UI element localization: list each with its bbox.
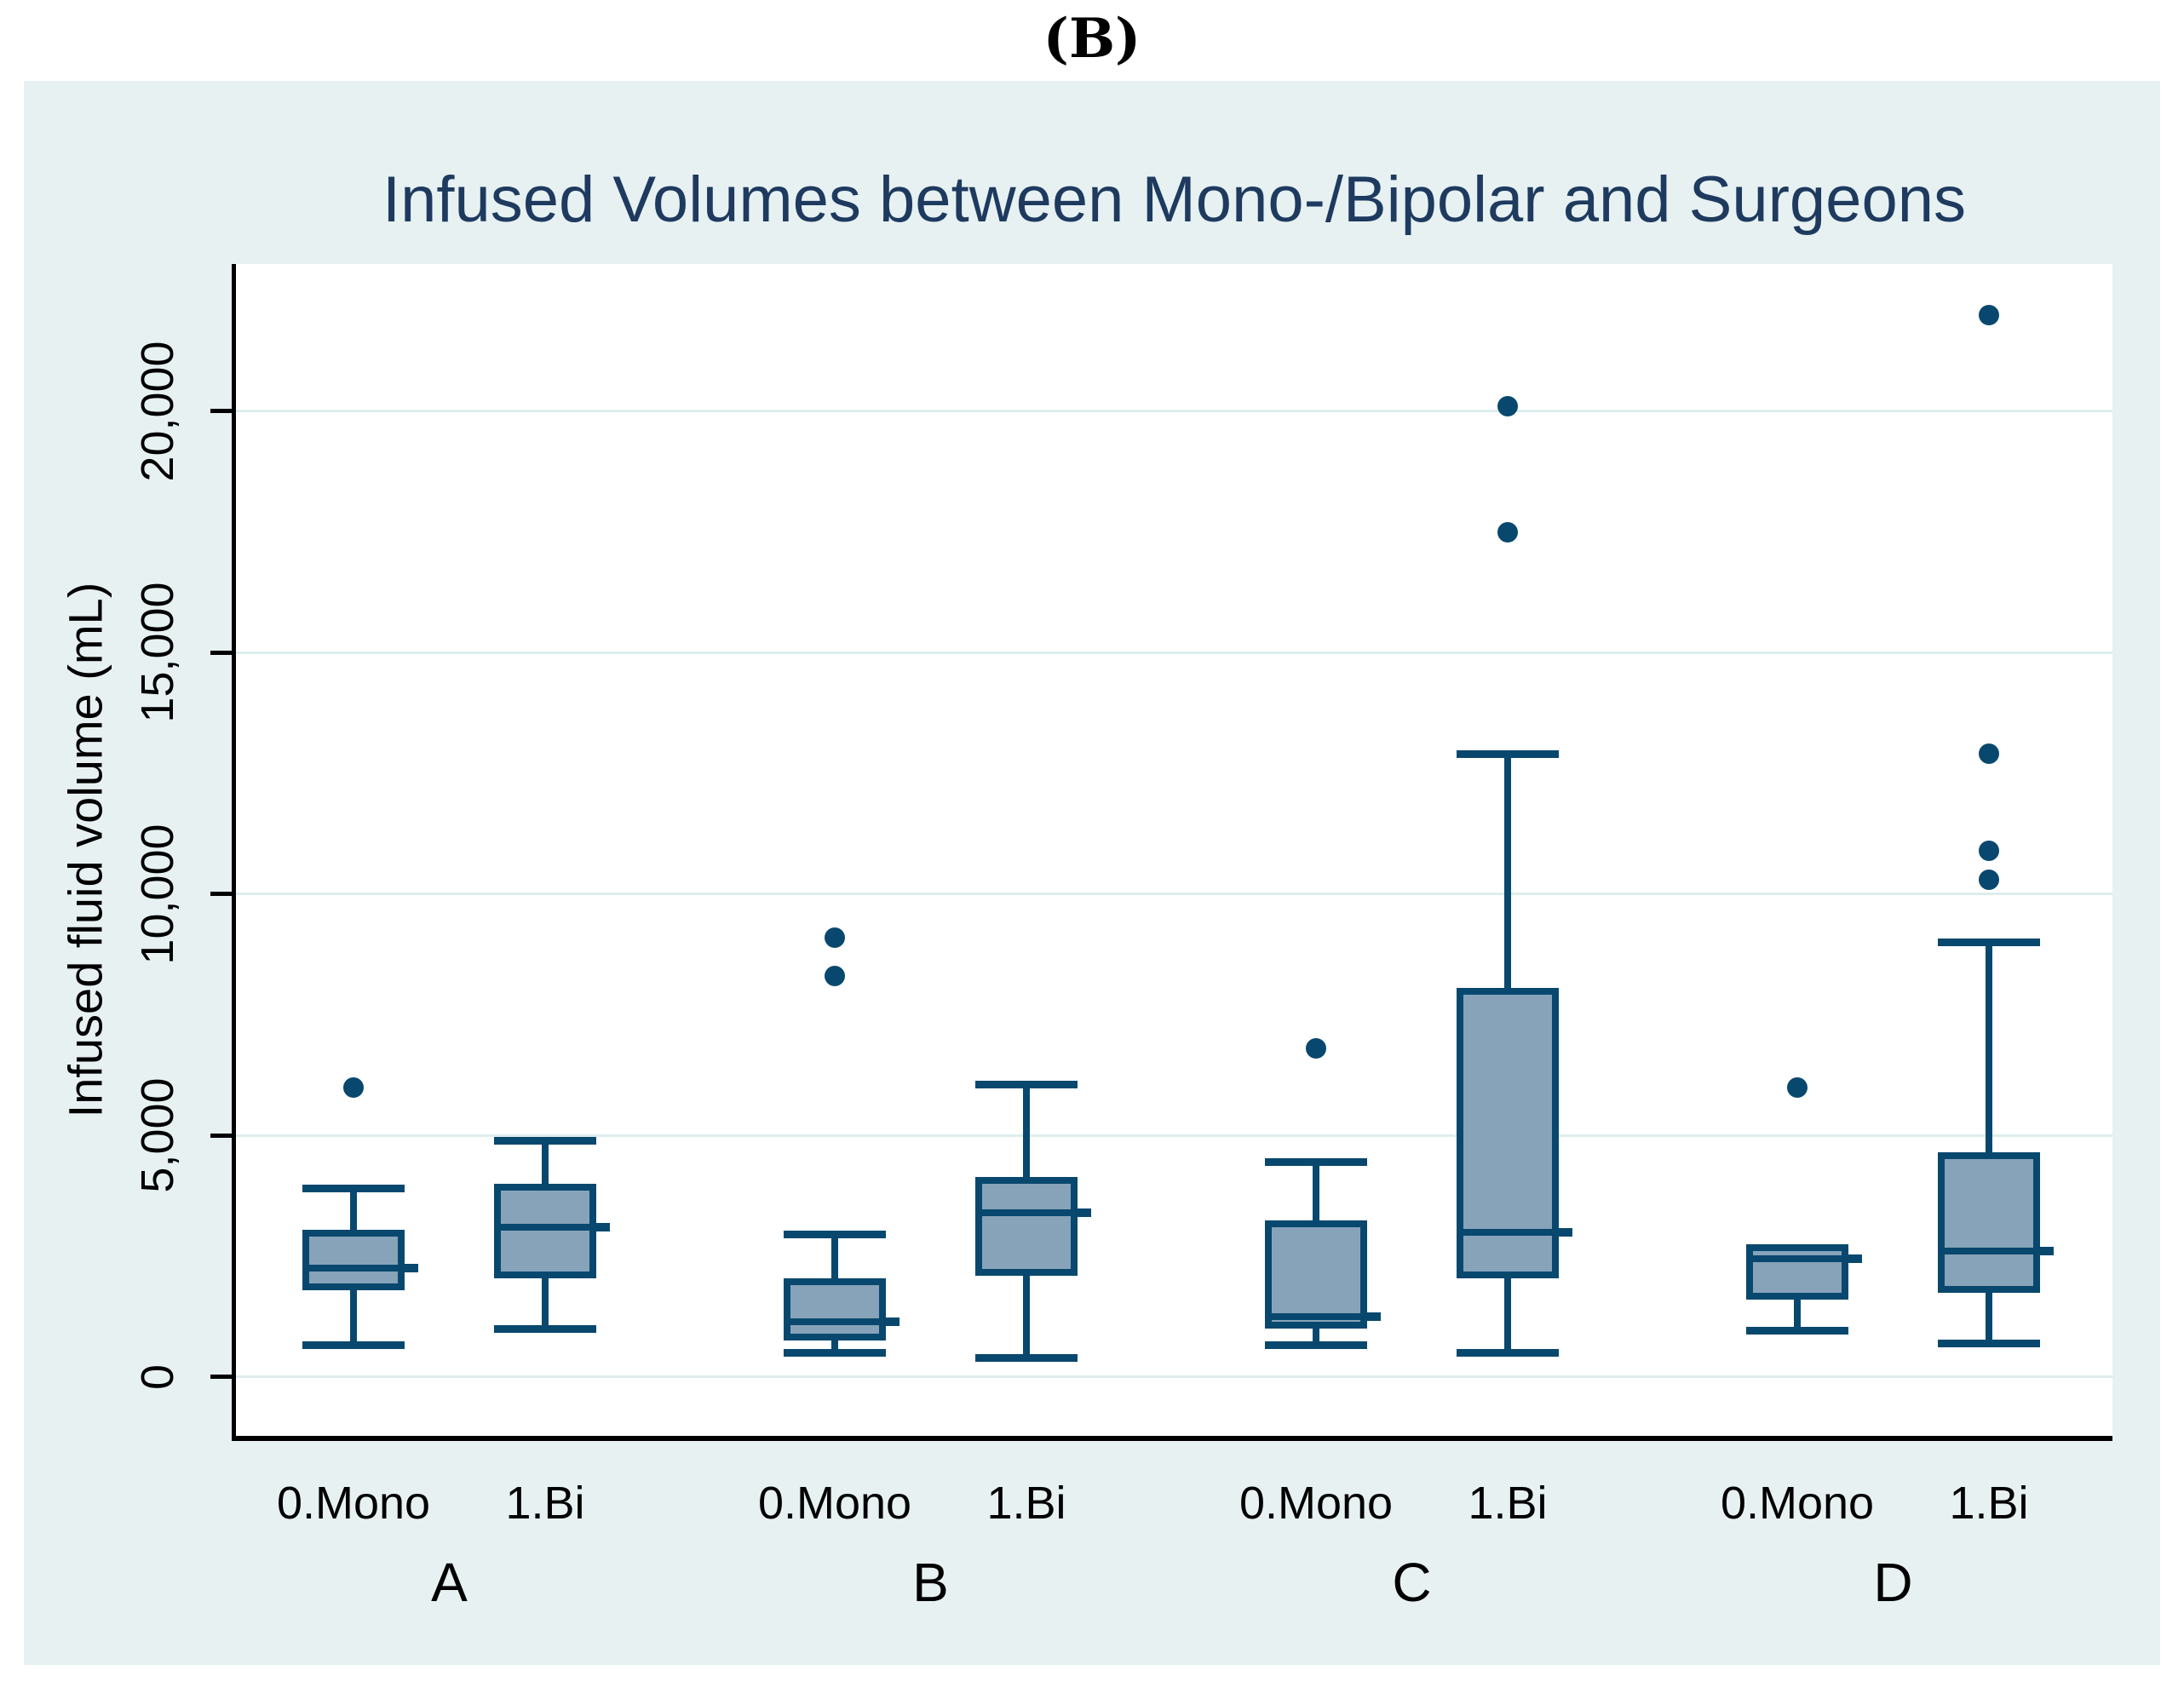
lower-whisker-cap xyxy=(975,1353,1078,1362)
median-stub xyxy=(2040,1247,2054,1256)
median-line xyxy=(302,1265,405,1272)
median-line xyxy=(1265,1312,1367,1320)
y-tick-label-text: 20,000 xyxy=(132,341,183,482)
upper-whisker-cap xyxy=(1265,1158,1367,1167)
group-label: C xyxy=(1392,1552,1432,1613)
upper-whisker-cap xyxy=(784,1231,886,1239)
y-tick-label-text: 10,000 xyxy=(132,824,183,965)
group-label: B xyxy=(912,1552,949,1613)
y-tick-label-text: 15,000 xyxy=(132,582,183,723)
y-axis-line xyxy=(232,264,236,1441)
y-tick-mark xyxy=(210,892,236,897)
lower-whisker-stem xyxy=(1023,1275,1030,1358)
median-line xyxy=(494,1224,596,1231)
outlier-dot xyxy=(1979,840,1999,861)
median-line xyxy=(1938,1248,2040,1255)
group-label: D xyxy=(1873,1552,1913,1613)
outlier-dot xyxy=(1979,743,1999,765)
upper-whisker-cap xyxy=(975,1081,1078,1089)
upper-whisker-stem xyxy=(1023,1084,1030,1177)
outlier-dot xyxy=(1979,304,1999,325)
median-line xyxy=(1746,1254,1848,1262)
lower-whisker-stem xyxy=(350,1289,357,1346)
gridline xyxy=(236,410,2112,413)
boxplot-box xyxy=(1265,1220,1367,1329)
outlier-dot xyxy=(1306,1038,1326,1059)
boxplot-box xyxy=(1746,1243,1848,1300)
outlier-dot xyxy=(1497,521,1518,542)
lower-whisker-cap xyxy=(1746,1327,1848,1335)
median-stub xyxy=(1848,1254,1862,1263)
lower-whisker-stem xyxy=(1794,1300,1801,1331)
median-stub xyxy=(1367,1312,1381,1321)
gridline xyxy=(236,1134,2112,1137)
upper-whisker-cap xyxy=(1938,939,2040,947)
median-line xyxy=(975,1209,1078,1217)
boxplot-box xyxy=(784,1277,886,1341)
lower-whisker-stem xyxy=(1313,1329,1319,1346)
lower-whisker-cap xyxy=(1938,1339,2040,1347)
x-axis-line xyxy=(232,1436,2112,1441)
upper-whisker-stem xyxy=(831,1234,838,1278)
x-tick-label: 1.Bi xyxy=(1949,1478,2029,1529)
y-tick-mark xyxy=(210,1133,236,1138)
gridline xyxy=(236,1375,2112,1379)
upper-whisker-stem xyxy=(350,1188,357,1230)
outlier-dot xyxy=(343,1076,364,1098)
y-tick-label-text: 0 xyxy=(132,1363,183,1390)
lower-whisker-cap xyxy=(1265,1341,1367,1350)
gridline xyxy=(236,651,2112,654)
outlier-dot xyxy=(1497,396,1518,417)
upper-whisker-cap xyxy=(494,1136,596,1145)
x-tick-label: 0.Mono xyxy=(757,1478,912,1529)
lower-whisker-cap xyxy=(302,1341,405,1350)
outlier-dot xyxy=(825,927,845,948)
x-tick-label: 1.Bi xyxy=(986,1478,1066,1529)
lower-whisker-stem xyxy=(831,1340,838,1353)
upper-whisker-cap xyxy=(302,1185,405,1193)
median-stub xyxy=(1559,1227,1572,1237)
x-tick-label: 0.Mono xyxy=(276,1478,431,1529)
figure-tag: (B) xyxy=(1043,7,1141,71)
gridline xyxy=(236,893,2112,896)
upper-whisker-stem xyxy=(1986,942,1992,1153)
upper-whisker-cap xyxy=(1457,749,1559,758)
upper-whisker-stem xyxy=(1504,754,1511,989)
median-line xyxy=(1457,1228,1559,1236)
outlier-dot xyxy=(825,966,845,987)
x-tick-label: 1.Bi xyxy=(1468,1478,1548,1529)
boxplot-box xyxy=(494,1184,596,1278)
lower-whisker-stem xyxy=(1986,1292,1992,1344)
lower-whisker-cap xyxy=(494,1324,596,1333)
chart-title: Infused Volumes between Mono-/Bipolar an… xyxy=(382,164,1966,236)
x-tick-label: 0.Mono xyxy=(1239,1478,1394,1529)
upper-whisker-stem xyxy=(542,1140,549,1185)
x-tick-label: 0.Mono xyxy=(1720,1478,1875,1529)
plot-area xyxy=(236,264,2112,1436)
chart-panel: Infused Volumes between Mono-/Bipolar an… xyxy=(24,81,2160,1665)
boxplot-box xyxy=(1938,1152,2040,1293)
boxplot-box xyxy=(975,1176,1078,1276)
lower-whisker-stem xyxy=(1504,1277,1511,1353)
median-stub xyxy=(405,1264,418,1273)
boxplot-box xyxy=(302,1229,405,1290)
outlier-dot xyxy=(1979,869,1999,890)
median-line xyxy=(784,1317,886,1325)
median-stub xyxy=(596,1223,610,1232)
median-stub xyxy=(886,1317,899,1326)
y-tick-label-text: 5,000 xyxy=(132,1077,183,1193)
y-tick-mark xyxy=(210,650,236,655)
lower-whisker-cap xyxy=(784,1348,886,1357)
x-tick-label: 1.Bi xyxy=(505,1478,585,1529)
y-tick-mark xyxy=(210,1375,236,1380)
upper-whisker-stem xyxy=(1313,1162,1319,1220)
median-stub xyxy=(1078,1208,1091,1218)
lower-whisker-cap xyxy=(1457,1348,1559,1357)
lower-whisker-stem xyxy=(542,1277,549,1329)
y-tick-mark xyxy=(210,409,236,414)
outlier-dot xyxy=(1787,1076,1808,1098)
group-label: A xyxy=(431,1552,468,1613)
